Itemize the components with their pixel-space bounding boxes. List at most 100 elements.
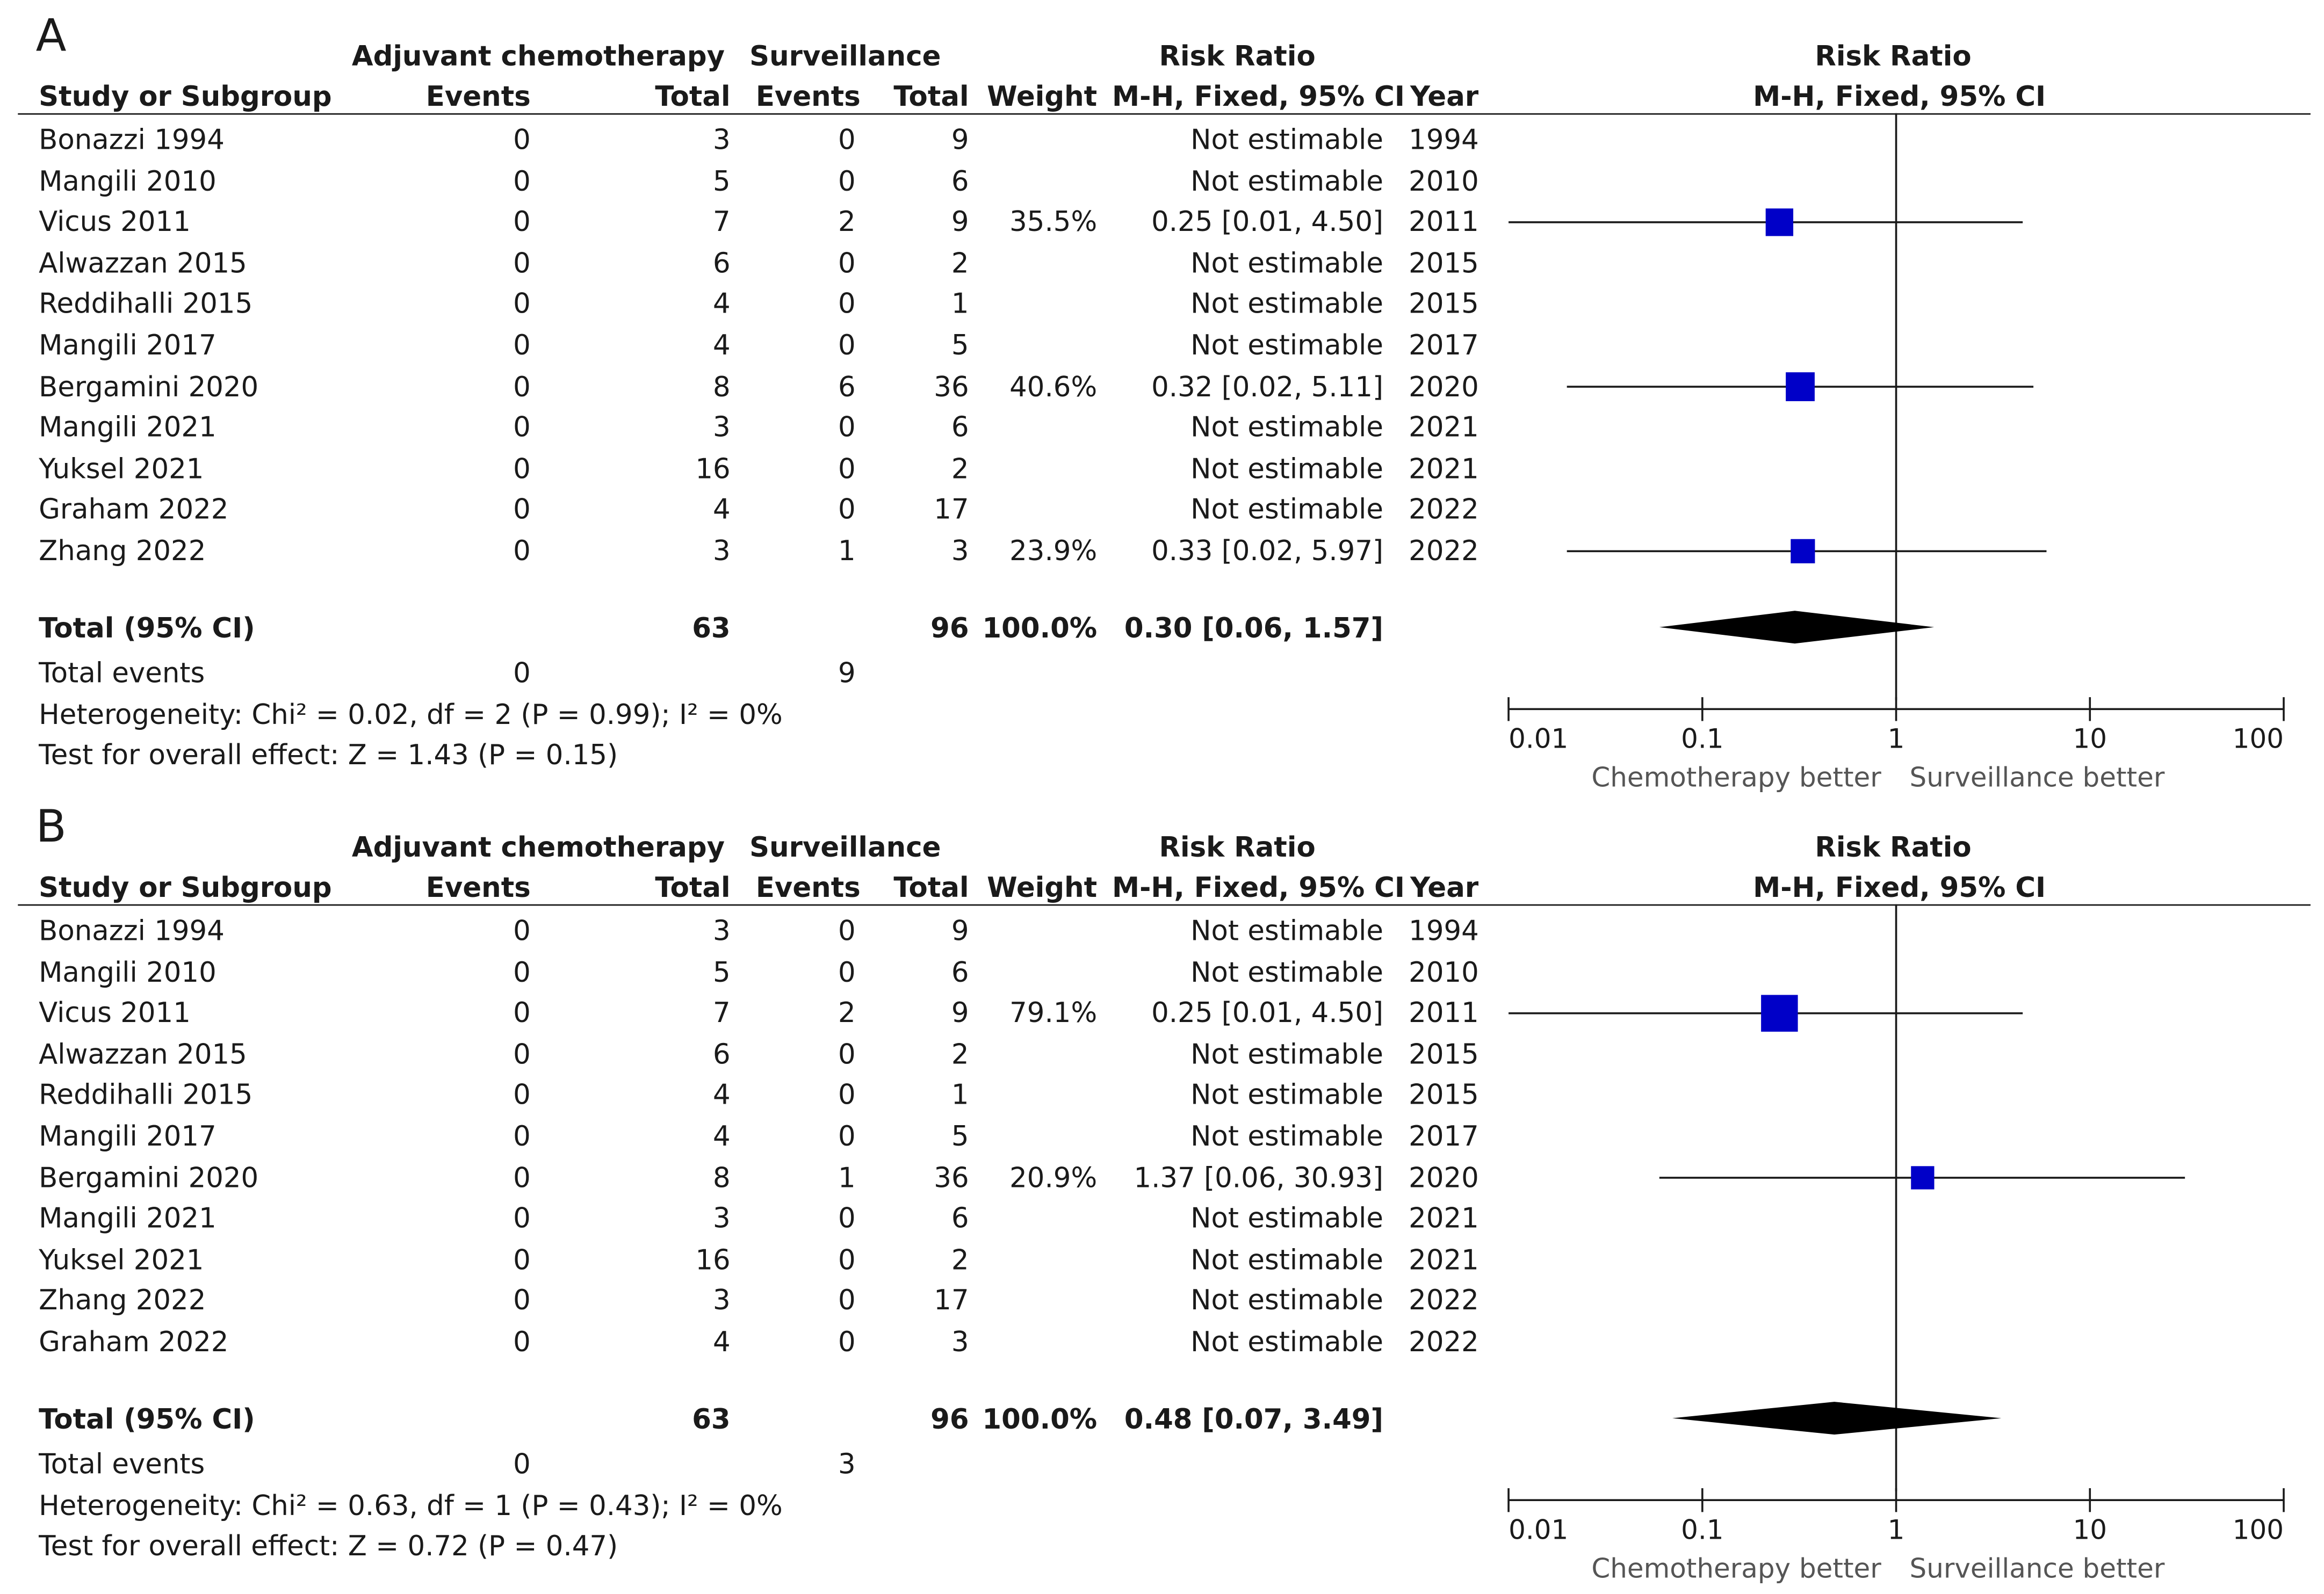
risk-ratio-value: Not estimable xyxy=(1190,1245,1384,1277)
events-surv: 0 xyxy=(838,916,856,948)
events-chemo: 0 xyxy=(513,372,531,403)
total-surv: 9 xyxy=(951,125,969,157)
study-name: Bonazzi 1994 xyxy=(39,916,225,948)
events-surv: 6 xyxy=(838,372,856,403)
risk-ratio-value: Not estimable xyxy=(1190,1204,1384,1236)
risk-ratio-value: Not estimable xyxy=(1190,125,1384,157)
header-weight: Weight xyxy=(987,82,1098,113)
x-tick-label: 1 xyxy=(1888,1514,1905,1545)
risk-ratio-value: 0.33 [0.02, 5.97] xyxy=(1151,536,1384,568)
total-weight: 100.0% xyxy=(982,613,1098,646)
effect-marker xyxy=(1761,995,1798,1032)
events-surv: 0 xyxy=(838,1121,856,1153)
x-tick-label: 10 xyxy=(2073,1514,2107,1545)
year-value: 2017 xyxy=(1409,330,1479,363)
total-weight: 100.0% xyxy=(982,1404,1098,1436)
total-surv: 3 xyxy=(951,1327,969,1359)
events-chemo: 0 xyxy=(513,412,531,445)
risk-ratio-value: Not estimable xyxy=(1190,495,1384,527)
year-value: 2022 xyxy=(1409,1327,1479,1359)
risk-ratio-value: Not estimable xyxy=(1190,1081,1384,1112)
total-surv: 17 xyxy=(934,1286,969,1318)
year-value: 1994 xyxy=(1409,916,1479,948)
header-events-surv: Events xyxy=(755,873,861,904)
total-label: Total (95% CI) xyxy=(39,613,255,646)
year-value: 2011 xyxy=(1409,207,1479,239)
total-surv: 5 xyxy=(951,1121,969,1153)
events-surv: 1 xyxy=(838,536,856,568)
total-chemo: 16 xyxy=(695,1245,731,1277)
study-name: Zhang 2022 xyxy=(39,1286,206,1318)
x-tick-label: 0.1 xyxy=(1681,1514,1723,1545)
header-surveillance-group: Surveillance xyxy=(749,41,941,73)
x-tick-label: 0.1 xyxy=(1681,723,1723,754)
total-events-chemo: 0 xyxy=(513,1449,531,1481)
total-surv: 36 xyxy=(934,372,969,403)
risk-ratio-value: Not estimable xyxy=(1190,412,1384,445)
year-value: 2010 xyxy=(1409,957,1479,989)
total-surv: 17 xyxy=(934,495,969,527)
study-name: Reddihalli 2015 xyxy=(39,289,253,321)
total-surv: 9 xyxy=(951,207,969,239)
header-study: Study or Subgroup xyxy=(39,82,332,113)
total-chemo: 4 xyxy=(712,1121,731,1153)
risk-ratio-value: Not estimable xyxy=(1190,248,1384,280)
pooled-diamond xyxy=(1659,611,1935,644)
year-value: 2021 xyxy=(1409,454,1479,486)
total-chemo: 4 xyxy=(712,1327,731,1359)
header-total-chemo: Total xyxy=(655,873,731,904)
study-name: Zhang 2022 xyxy=(39,536,206,568)
events-chemo: 0 xyxy=(513,957,531,989)
events-surv: 0 xyxy=(838,125,856,157)
risk-ratio-value: Not estimable xyxy=(1190,1327,1384,1359)
events-surv: 0 xyxy=(838,289,856,321)
study-name: Bergamini 2020 xyxy=(39,1163,259,1194)
total-chemo: 4 xyxy=(712,1081,731,1112)
total-n-chemo: 63 xyxy=(692,1404,731,1436)
study-name: Alwazzan 2015 xyxy=(39,248,247,280)
plot-header-method: M-H, Fixed, 95% CI xyxy=(1753,82,2046,113)
header-total-chemo: Total xyxy=(655,82,731,113)
year-value: 2015 xyxy=(1409,1081,1479,1112)
events-surv: 0 xyxy=(838,412,856,445)
heterogeneity-text: Heterogeneity: Chi² = 0.02, df = 2 (P = … xyxy=(39,700,783,731)
total-chemo: 16 xyxy=(695,454,731,486)
total-chemo: 3 xyxy=(712,125,731,157)
events-chemo: 0 xyxy=(513,454,531,486)
total-surv: 6 xyxy=(951,166,969,198)
events-chemo: 0 xyxy=(513,248,531,280)
study-name: Vicus 2011 xyxy=(39,998,191,1030)
total-events-surv: 3 xyxy=(838,1449,856,1481)
year-value: 2022 xyxy=(1409,495,1479,527)
total-events-chemo: 0 xyxy=(513,658,531,690)
events-surv: 0 xyxy=(838,454,856,486)
total-surv: 36 xyxy=(934,1163,969,1194)
events-chemo: 0 xyxy=(513,536,531,568)
study-name: Yuksel 2021 xyxy=(39,1245,204,1277)
total-chemo: 6 xyxy=(712,1039,731,1071)
events-chemo: 0 xyxy=(513,1245,531,1277)
total-surv: 3 xyxy=(951,536,969,568)
study-name: Graham 2022 xyxy=(39,1327,229,1359)
total-surv: 2 xyxy=(951,454,969,486)
header-surveillance-group: Surveillance xyxy=(749,832,941,864)
header-year: Year xyxy=(1410,82,1479,113)
plot-header-risk-ratio: Risk Ratio xyxy=(1815,41,1972,73)
events-surv: 0 xyxy=(838,957,856,989)
risk-ratio-value: Not estimable xyxy=(1190,916,1384,948)
total-chemo: 5 xyxy=(712,166,731,198)
favours-left-label: Chemotherapy better xyxy=(1591,762,1881,793)
study-name: Mangili 2010 xyxy=(39,957,216,989)
header-rule xyxy=(18,904,2311,906)
total-surv: 1 xyxy=(951,1081,969,1112)
total-label: Total (95% CI) xyxy=(39,1404,255,1436)
total-events-label: Total events xyxy=(39,658,205,690)
events-surv: 0 xyxy=(838,1204,856,1236)
x-tick-label: 0.01 xyxy=(1509,723,1568,754)
header-events-surv: Events xyxy=(755,82,861,113)
risk-ratio-value: 0.25 [0.01, 4.50] xyxy=(1151,998,1384,1030)
header-method: M-H, Fixed, 95% CI xyxy=(1112,82,1405,113)
year-value: 2021 xyxy=(1409,1245,1479,1277)
header-study: Study or Subgroup xyxy=(39,873,332,904)
